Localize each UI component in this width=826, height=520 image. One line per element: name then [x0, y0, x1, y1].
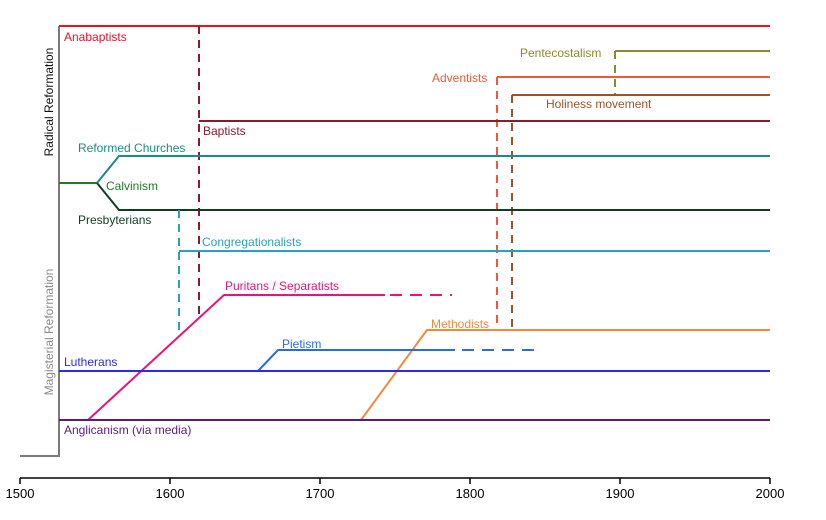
pentecostalism-label: Pentecostalism — [520, 46, 601, 60]
time-axis: 1500 1600 1700 1800 1900 2000 — [6, 477, 785, 501]
holiness-movement-label: Holiness movement — [546, 97, 652, 111]
pietism-line — [257, 349, 455, 372]
anglicanism-label: Anglicanism (via media) — [64, 423, 191, 437]
axis-tick-label-1800: 1800 — [456, 486, 485, 501]
congregationalists-label: Congregationalists — [202, 235, 301, 249]
pietism-label: Pietism — [282, 337, 321, 351]
puritans-line — [87, 294, 385, 421]
axis-tick-label-1700: 1700 — [306, 486, 335, 501]
axis-tick-label-1900: 1900 — [606, 486, 635, 501]
calvinism-label: Calvinism — [106, 179, 158, 193]
reformed-churches-line — [96, 155, 770, 184]
lutherans-label: Lutherans — [64, 355, 117, 369]
axis-tick-label-2000: 2000 — [756, 486, 785, 501]
presbyterians-label: Presbyterians — [78, 213, 151, 227]
axis-tick-label-1500: 1500 — [6, 486, 35, 501]
magisterial-reformation-label: Magisterial Reformation — [42, 269, 56, 396]
puritans-separatists-label: Puritans / Separatists — [225, 279, 339, 293]
baptists-label: Baptists — [203, 124, 246, 138]
methodists-line — [360, 329, 770, 421]
adventists-label: Adventists — [432, 71, 487, 85]
axis-tick-label-1600: 1600 — [156, 486, 185, 501]
presbyterians-line — [96, 182, 770, 211]
methodists-label: Methodists — [431, 317, 489, 331]
anabaptists-label: Anabaptists — [64, 30, 127, 44]
reformed-churches-label: Reformed Churches — [78, 141, 185, 155]
trunk-line — [20, 26, 60, 457]
radical-reformation-label: Radical Reformation — [42, 48, 56, 157]
